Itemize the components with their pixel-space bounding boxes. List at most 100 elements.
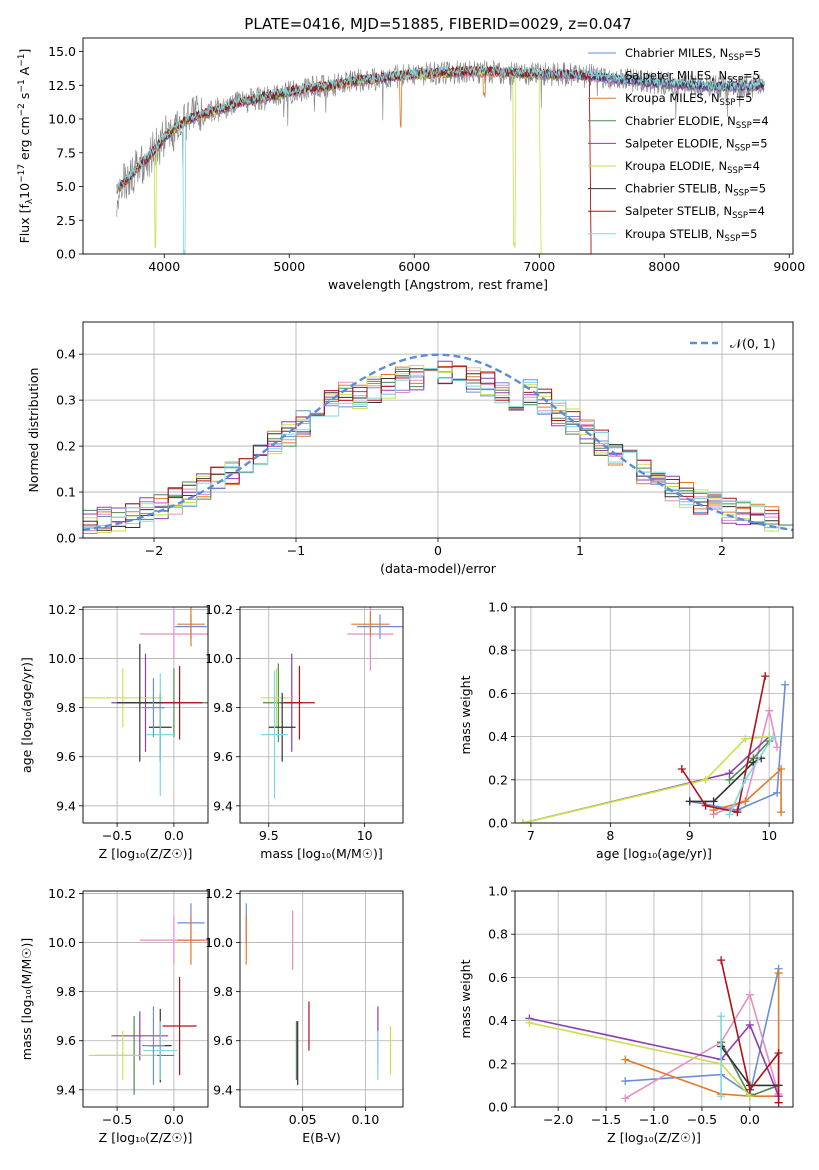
plot-area [83,607,208,796]
model-spectrum-line-2 [116,66,592,254]
plus-marker [709,797,718,806]
model-spectrum-line-8 [116,65,765,254]
x-tick-label: 9 [686,828,694,843]
plus-marker [774,1098,783,1107]
y-tick-label: 9.8 [213,700,233,715]
y-tick-label: 9.4 [56,1082,76,1097]
legend-entry-sub: SSP [732,211,748,221]
x-axis-label: Z [log₁₀(Z/Z☉)] [607,1130,701,1145]
legend-entry-tail: =5 [735,91,752,105]
plus-marker [621,1094,630,1103]
errorbar-point-2 [177,915,205,965]
panel-ebv-mass: 0.05 0.10 9.4 9.6 9.8 10.0 10.2 E(B-V) [205,886,404,1145]
legend-entry: Chabrier STELIB, NSSP=5 [625,182,766,199]
errorbar-point-8 [143,1021,178,1080]
legend-entry-tail: =5 [743,69,760,83]
x-tick-label: 0.10 [351,1112,379,1127]
residual-histogram-7 [83,366,793,529]
x-tick-label: −0.5 [687,1112,717,1127]
y-tick-label: 9.6 [213,1033,233,1048]
y-tick-label: 0.6 [488,686,508,701]
y-axis-label-part: ] [17,49,32,54]
legend-entry: Salpeter STELIB, NSSP=4 [625,204,765,221]
legend-entry-tail: =5 [749,182,766,196]
x-tick-label: −0.5 [102,828,132,843]
axes-frame [82,37,794,255]
x-tick-label: 1 [576,543,584,558]
errorbar-point-7 [156,665,203,740]
plus-marker [717,1012,726,1021]
y-tick-label: 0.2 [488,1056,508,1071]
legend-entry-name: Kroupa MILES, N [625,91,720,105]
plus-marker [777,808,786,817]
x-tick-label: −2.0 [543,1112,573,1127]
errorbar-point-9 [142,1006,165,1085]
y-tick-label: 10.0 [48,935,76,950]
y-tick-label: 10.0 [48,651,76,666]
plus-marker [717,1092,726,1101]
y-axis-label-part: 10 [17,183,32,199]
legend-entry: 𝒩(0, 1) [730,336,776,351]
plot-area [83,353,793,534]
legend-entry-name: Chabrier ELODIE, N [625,114,736,128]
plus-marker [741,734,750,743]
legend-entry: Chabrier ELODIE, NSSP=4 [625,114,769,131]
plus-marker [733,808,742,817]
y-axis-label-part: A [17,66,32,79]
plus-marker [725,769,734,778]
axes-frame [82,321,794,539]
y-axis-label: Normed distribution [26,368,41,493]
legend-entry-tail: =5 [744,46,761,60]
legend-entry: Salpeter ELODIE, NSSP=5 [625,136,768,153]
axes-frame [239,890,404,1108]
plot-area [518,672,790,823]
legend-entry: Kroupa MILES, NSSP=5 [625,91,752,108]
legend-entry-name: Salpeter ELODIE, N [625,136,735,150]
y-tick-label: 0.8 [488,927,508,942]
grid-layer [515,606,793,824]
legend-entry: Chabrier MILES, NSSP=5 [625,46,761,63]
y-tick-label: 0.4 [488,729,508,744]
y-tick-label: 0.0 [56,531,76,546]
plus-marker [773,743,782,752]
y-tick-label: 7.5 [56,145,76,160]
x-tick-label: −2 [145,543,163,558]
errorbar-point-1 [139,609,208,659]
x-axis-label: Z [log₁₀(Z/Z☉)] [99,846,193,861]
plus-marker [773,788,782,797]
legend-entry-name: Salpeter STELIB, N [625,204,732,218]
plot-area [88,903,208,1095]
y-tick-label: 5.0 [56,179,76,194]
y-tick-label: 9.6 [56,1033,76,1048]
errorbar-point-7 [162,976,197,1076]
y-tick-label: 9.4 [213,1082,233,1097]
model-spectrum-line-7 [116,65,592,254]
errorbar-point-2 [177,607,205,647]
y-axis-label-part: erg cm [17,116,32,164]
y-tick-label: 0.0 [488,816,508,831]
y-tick-label: 0.4 [488,1013,508,1028]
legend-entry: Salpeter MILES, NSSP=5 [625,69,760,86]
x-tick-label: 7000 [523,259,555,274]
panel-mass-age: 9.5 10 9.4 9.6 9.8 10.0 10.2 mass [log₁₀(M/M☉)] [205,602,404,861]
y-axis-label-part: −2 [17,103,27,116]
y-axis-label-part: −1 [17,79,27,92]
errorbar-point-5 [88,1030,157,1080]
panel-z-age: −0.5 0.0 9.4 9.6 9.8 10.0 10.2 Z [log₁₀(Z/Z☉)] a… [19,602,209,861]
x-tick-label: −1.5 [591,1112,621,1127]
y-tick-label: 10.2 [48,886,76,901]
y-axis-label: Flux [fλ10−17 erg cm−2 s−1 A−1] [17,49,35,244]
legend-entry-sub: SSP [733,189,749,199]
y-tick-label: 0.0 [56,247,76,262]
grid-layer [240,891,403,1107]
plus-marker [774,969,783,978]
plus-marker [621,1055,630,1064]
legend-entry-tail: =4 [752,114,769,128]
weight-line-4 [529,1017,780,1097]
x-axis-label: E(B-V) [302,1130,341,1145]
x-axis-label: mass [log₁₀(M/M☉)] [260,846,382,861]
weight-line-0 [689,684,786,811]
plus-marker [701,801,710,810]
legend-entry-tail: =4 [743,159,760,173]
chart-title: PLATE=0416, MJD=51885, FIBERID=0029, z=0… [244,15,631,33]
